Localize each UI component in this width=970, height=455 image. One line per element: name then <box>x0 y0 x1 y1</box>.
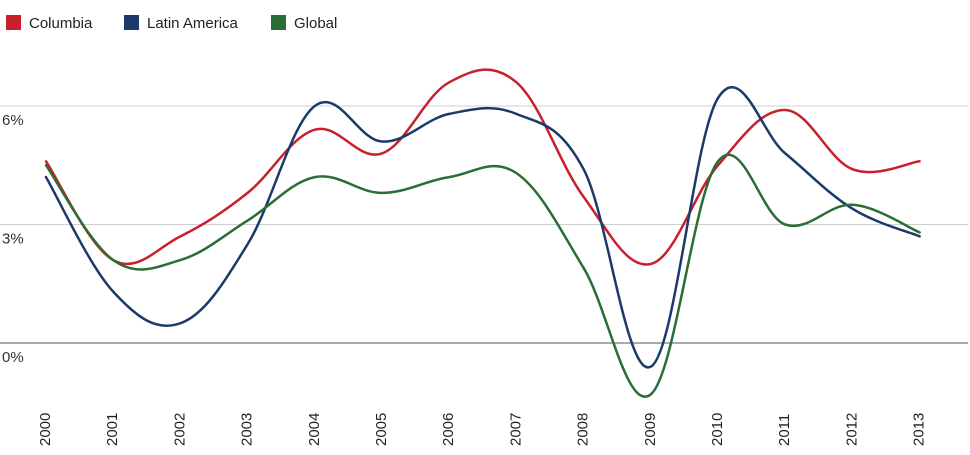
x-tick-label: 2002 <box>171 413 188 446</box>
series-line-latin-america <box>44 86 921 369</box>
x-tick-label: 2000 <box>37 413 54 446</box>
legend-swatch <box>124 15 139 30</box>
x-tick-label: 2010 <box>709 413 726 446</box>
y-tick-label: 6% <box>2 112 24 129</box>
x-tick-label: 2008 <box>575 413 592 446</box>
legend-label: Latin America <box>147 15 239 32</box>
x-tick-label: 2006 <box>440 413 457 446</box>
x-tick-label: 2003 <box>239 413 256 446</box>
x-tick-label: 2007 <box>507 413 524 446</box>
series-line-columbia <box>44 68 921 266</box>
legend: Columbia Latin America Global <box>6 15 337 32</box>
legend-label: Global <box>294 15 337 32</box>
y-axis-ticks: 0% 3% 6% <box>2 112 24 366</box>
legend-swatch <box>271 15 286 30</box>
y-tick-label: 0% <box>2 349 24 366</box>
x-tick-label: 2012 <box>843 413 860 446</box>
legend-label: Columbia <box>29 15 93 32</box>
x-axis-ticks: 2000 2001 2002 2003 2004 2005 2006 2007 2008 2009… <box>37 413 928 446</box>
x-tick-label: 2005 <box>373 413 390 446</box>
x-tick-label: 2013 <box>911 413 928 446</box>
x-tick-label: 2004 <box>306 413 323 446</box>
gridlines <box>0 105 968 344</box>
x-tick-label: 2011 <box>776 414 793 446</box>
legend-swatch <box>6 15 21 30</box>
y-tick-label: 3% <box>2 231 24 248</box>
x-tick-label: 2001 <box>104 413 121 446</box>
series-line-global <box>44 153 921 398</box>
series-lines <box>44 68 921 398</box>
x-tick-label: 2009 <box>642 413 659 446</box>
